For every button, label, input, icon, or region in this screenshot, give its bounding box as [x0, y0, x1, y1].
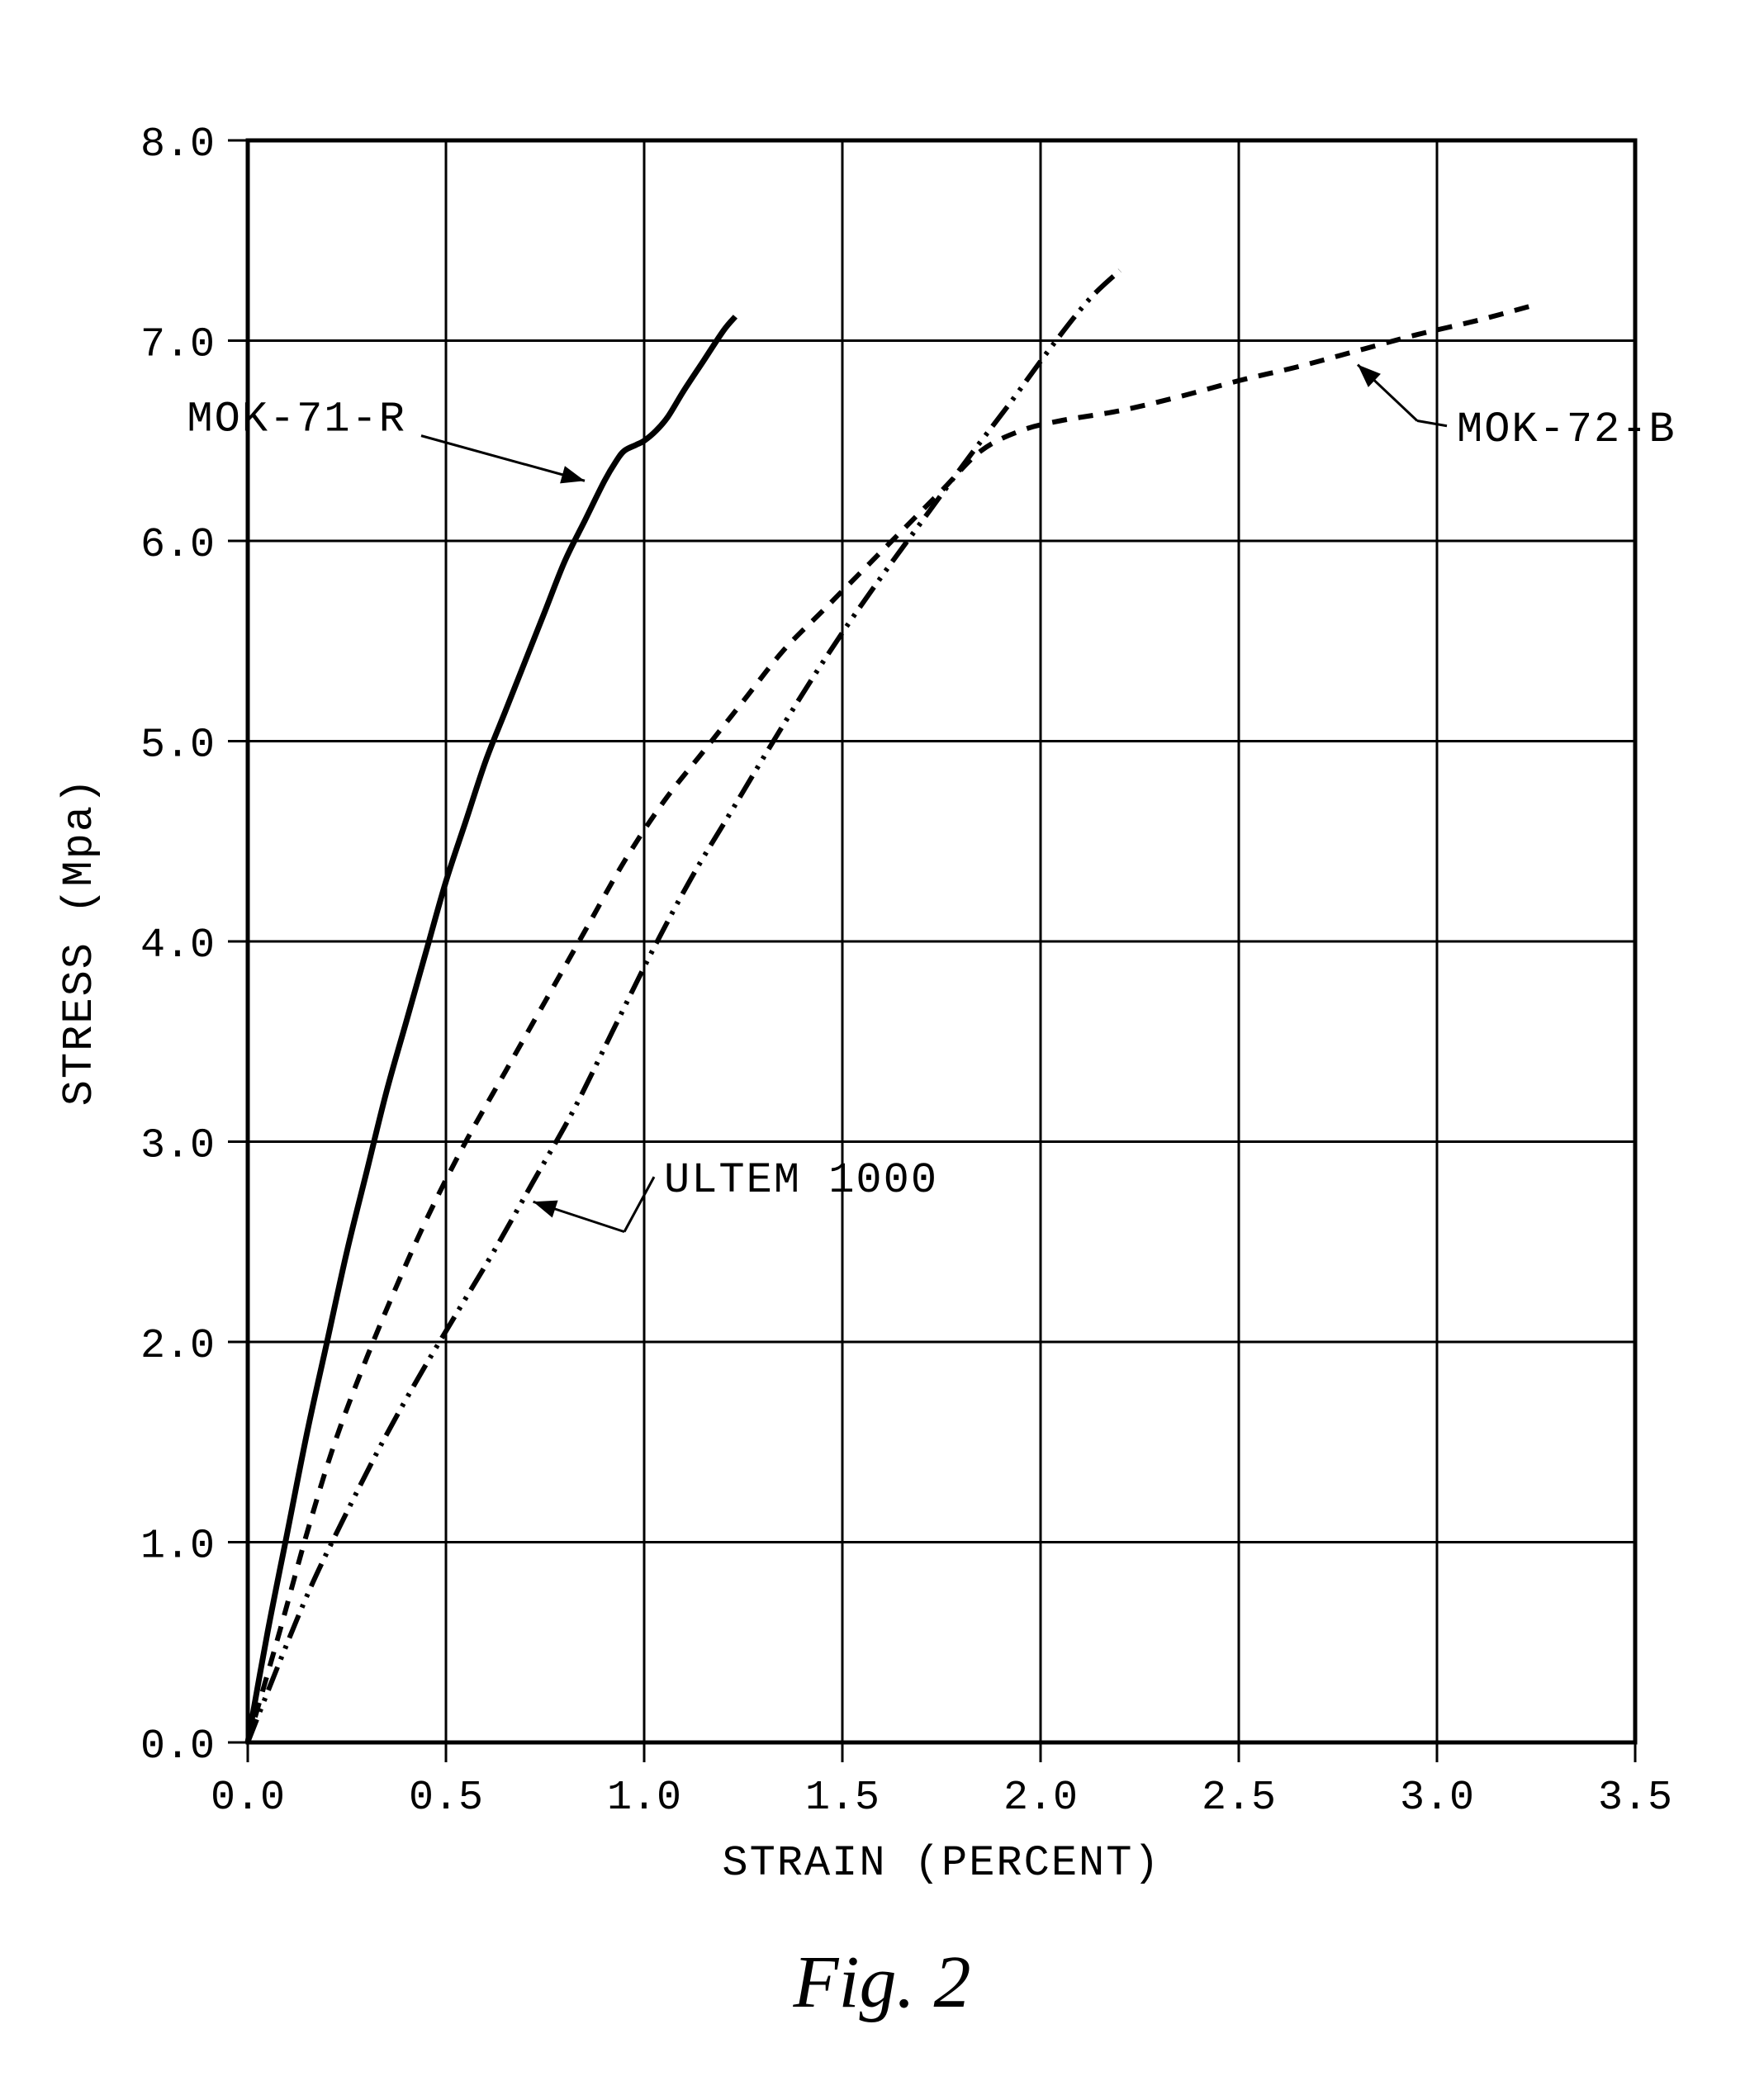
- chart-svg: 0.0 0.5 1.0 1.5 2.0 2.5 3.0 3.5 0.0 1.0 2.0 3.0 4.0 5…: [0, 0, 1764, 2100]
- y-tick-label: 1.0: [140, 1524, 215, 1571]
- label-ultem-1000: ULTEM 1000: [664, 1156, 938, 1205]
- y-tick-label: 4.0: [140, 922, 215, 969]
- label-mok-71-r: MOK-71-R: [187, 396, 406, 444]
- y-tick-label: 6.0: [140, 522, 215, 569]
- y-tick-label: 2.0: [140, 1323, 215, 1370]
- stress-strain-chart: 0.0 0.5 1.0 1.5 2.0 2.5 3.0 3.5 0.0 1.0 2.0 3.0 4.0 5…: [0, 0, 1764, 2100]
- x-axis-title: STRAIN (PERCENT): [722, 1839, 1160, 1888]
- y-tick-label: 8.0: [140, 121, 215, 168]
- x-tick-label: 0.0: [211, 1775, 285, 1822]
- label-mok-72-b: MOK-72-B: [1457, 405, 1676, 454]
- x-tick-label: 2.5: [1202, 1775, 1276, 1822]
- y-tick-label: 0.0: [140, 1723, 215, 1771]
- x-tick-label: 1.5: [805, 1775, 880, 1822]
- y-tick-label: 5.0: [140, 723, 215, 770]
- x-tick-label: 3.0: [1400, 1775, 1474, 1822]
- y-axis-title: STRESS (Mpa): [55, 777, 104, 1106]
- figure-caption: Fig. 2: [793, 1941, 971, 2023]
- x-tick-label: 3.5: [1598, 1775, 1672, 1822]
- x-tick-label: 1.0: [607, 1775, 681, 1822]
- y-tick-label: 7.0: [140, 322, 215, 369]
- x-tick-label: 2.0: [1003, 1775, 1078, 1822]
- y-tick-label: 3.0: [140, 1123, 215, 1170]
- x-tick-label: 0.5: [409, 1775, 483, 1822]
